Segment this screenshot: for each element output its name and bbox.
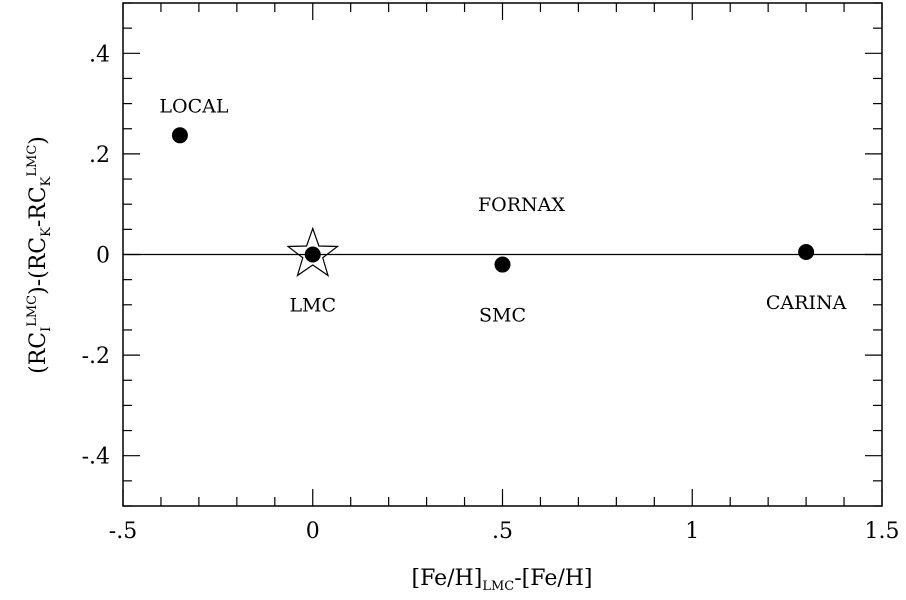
tick-labels: -.5 0 .5 1 1.5 -.4 -.2 0 .2 .4	[82, 42, 900, 544]
x-tick-label: 0	[306, 519, 320, 544]
y-tick-label: .4	[89, 42, 110, 67]
x-axis-label: [Fe/H]LMC-[Fe/H]	[411, 566, 592, 594]
axis-ticks	[122, 2, 883, 507]
y-axis-label: (RCILMC)-(RCK-RCKLMC)	[25, 136, 54, 374]
point-label-carina: CARINA	[766, 292, 847, 314]
point-label-lmc: LMC	[289, 295, 336, 317]
data-point-local	[171, 127, 188, 144]
y-tick-label: .2	[89, 143, 110, 168]
point-labels: LOCAL LMC SMC CARINA FORNAX	[159, 95, 846, 326]
data-points	[171, 127, 815, 277]
data-point-carina	[798, 243, 815, 260]
point-label-smc: SMC	[479, 305, 526, 327]
y-tick-label: 0	[96, 244, 110, 269]
x-tick-label: 1.5	[865, 519, 900, 544]
annotation-fornax: FORNAX	[478, 194, 565, 216]
x-tick-label: -.5	[109, 519, 137, 544]
data-point-smc	[494, 256, 511, 273]
y-tick-label: -.4	[82, 445, 110, 470]
y-tick-label: -.2	[82, 344, 110, 369]
x-tick-label: 1	[685, 519, 699, 544]
point-label-local: LOCAL	[159, 95, 228, 117]
data-point-lmc	[304, 246, 321, 263]
x-tick-label: .5	[492, 519, 513, 544]
star-marker	[286, 226, 340, 277]
